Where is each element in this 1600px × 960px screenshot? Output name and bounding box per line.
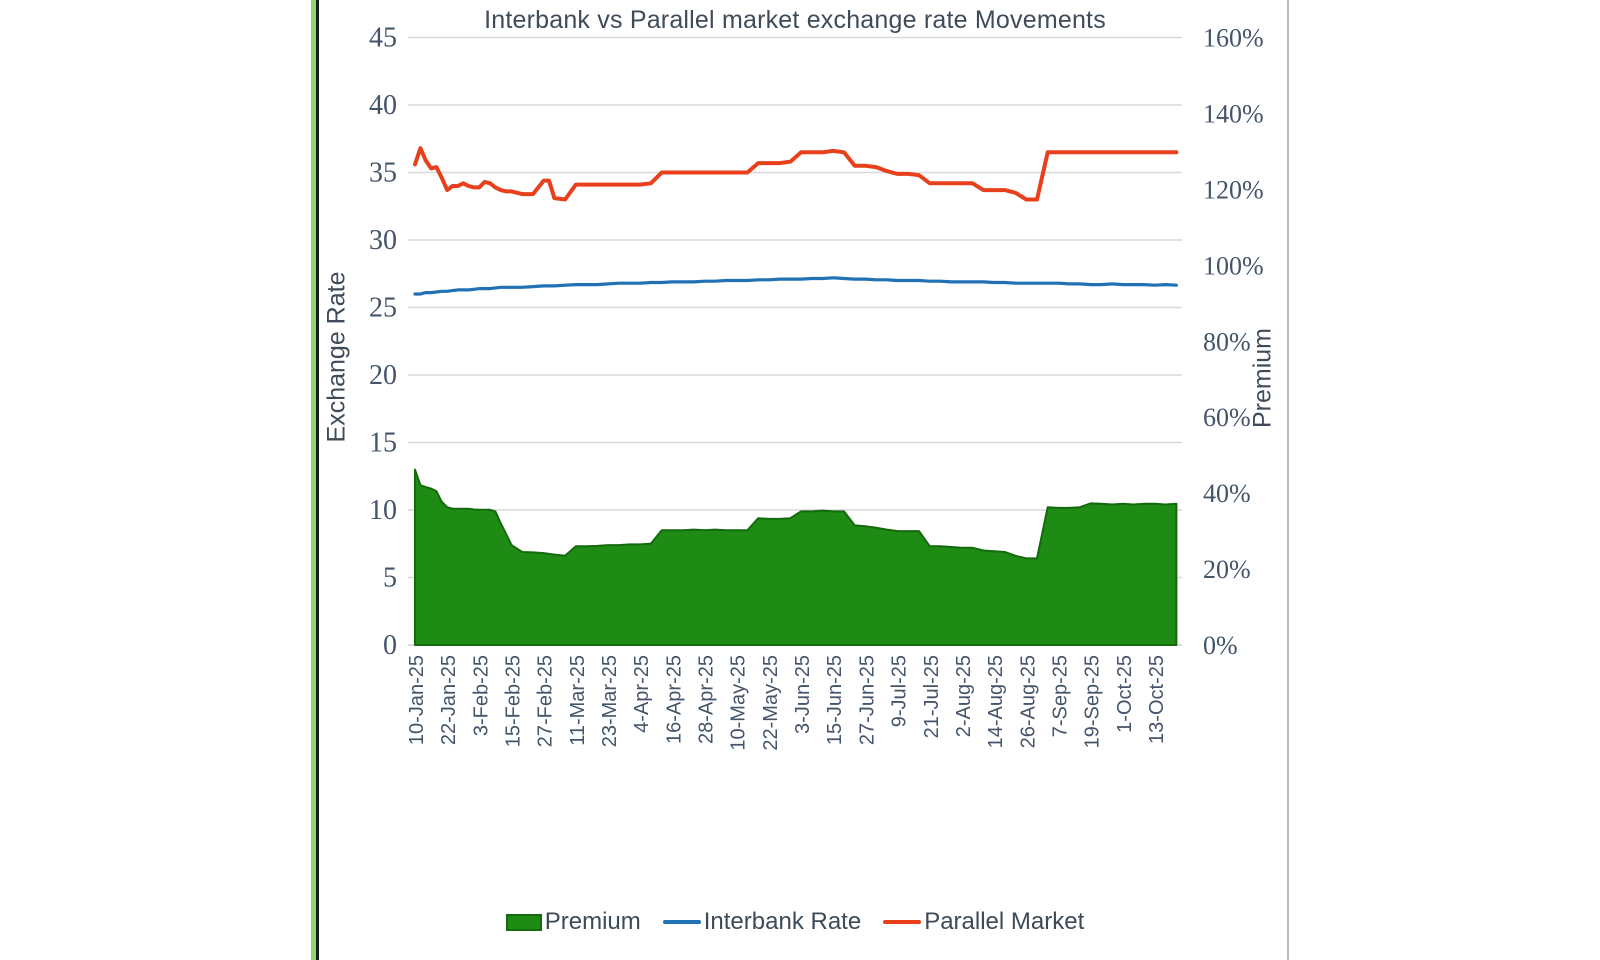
- x-axis-tick-label: 28-Apr-25: [696, 655, 718, 744]
- premium-area-swatch: [505, 913, 542, 931]
- legend-item-premium: Premium: [505, 908, 641, 936]
- left-axis-tick-label: 35: [369, 158, 397, 189]
- left-axis-tick-label: 15: [369, 428, 397, 459]
- x-axis-tick-label: 27-Jun-25: [856, 655, 878, 745]
- x-axis-tick-label: 13-Oct-25: [1146, 655, 1168, 744]
- right-axis-tick-label: 20%: [1203, 555, 1251, 584]
- x-axis-tick-label: 11-Mar-25: [567, 655, 589, 746]
- x-axis-tick-label: 22-May-25: [760, 655, 782, 751]
- x-axis-tick-label: 10-Jan-25: [406, 655, 428, 745]
- legend: Premium Interbank Rate Parallel Market: [408, 906, 1182, 938]
- legend-label-interbank-rate: Interbank Rate: [703, 908, 862, 935]
- x-axis-tick-label: 3-Jun-25: [792, 655, 814, 734]
- left-axis-tick-label: 5: [383, 563, 397, 594]
- left-axis-tick-label: 20: [369, 360, 397, 391]
- x-axis-tick-label: 21-Jul-25: [921, 655, 943, 738]
- legend-label-parallel-market: Parallel Market: [924, 908, 1085, 935]
- x-axis-tick-label: 26-Aug-25: [1017, 655, 1039, 748]
- right-axis-tick-label: 120%: [1203, 175, 1264, 204]
- x-axis-tick-label: 7-Sep-25: [1049, 655, 1071, 737]
- right-border-line: [1287, 0, 1289, 960]
- x-axis-tick-label: 27-Feb-25: [535, 655, 557, 747]
- chart-title: Interbank vs Parallel market exchange ra…: [484, 6, 1106, 34]
- x-axis-tick-label: 10-May-25: [728, 655, 750, 751]
- parallel-line-swatch: [883, 920, 922, 924]
- x-axis-tick-label: 22-Jan-25: [438, 655, 460, 745]
- right-axis-tick-label: 40%: [1203, 479, 1251, 508]
- left-axis-tick-label: 30: [369, 225, 397, 256]
- x-axis-tick-label: 3-Feb-25: [470, 655, 492, 736]
- left-axis-tick-label: 45: [369, 23, 397, 54]
- legend-item-interbank-rate: Interbank Rate: [662, 908, 862, 936]
- x-axis-tick-label: 9-Jul-25: [889, 655, 911, 727]
- x-axis-tick-label: 14-Aug-25: [985, 655, 1007, 748]
- x-axis-tick-label: 16-Apr-25: [663, 655, 685, 744]
- premium-area-series: [414, 468, 1178, 646]
- legend-item-parallel-market: Parallel Market: [883, 908, 1084, 936]
- x-axis-tick-label: 15-Jun-25: [824, 655, 846, 745]
- parallel-market-line-series: [413, 146, 1179, 202]
- interbank-rate-line-series: [413, 276, 1179, 296]
- left-axis-tick-label: 0: [383, 630, 397, 661]
- right-axis-tick-label: 160%: [1203, 24, 1264, 53]
- left-green-accent-strip: [311, 0, 316, 960]
- x-axis-tick-label: 19-Sep-25: [1082, 655, 1104, 748]
- left-border-line: [316, 0, 319, 960]
- right-axis-tick-label: 0%: [1203, 631, 1238, 660]
- right-axis-tick-label: 140%: [1203, 99, 1264, 128]
- legend-label-premium: Premium: [544, 908, 641, 935]
- x-axis-tick-label: 15-Feb-25: [503, 655, 525, 747]
- left-axis-tick-label: 40: [369, 90, 397, 121]
- x-axis-tick-label: 1-Oct-25: [1114, 655, 1136, 733]
- right-axis-tick-label: 100%: [1203, 251, 1264, 280]
- x-axis-tick-label: 23-Mar-25: [599, 655, 621, 747]
- left-axis-tick-label: 25: [369, 293, 397, 324]
- right-axis-tick-label: 80%: [1203, 327, 1251, 356]
- x-axis-tick-label: 4-Apr-25: [631, 655, 653, 733]
- interbank-line-swatch: [662, 920, 701, 924]
- x-axis-tick-label: 2-Aug-25: [953, 655, 975, 737]
- left-axis-tick-label: 10: [369, 495, 397, 526]
- right-axis-tick-label: 60%: [1203, 403, 1251, 432]
